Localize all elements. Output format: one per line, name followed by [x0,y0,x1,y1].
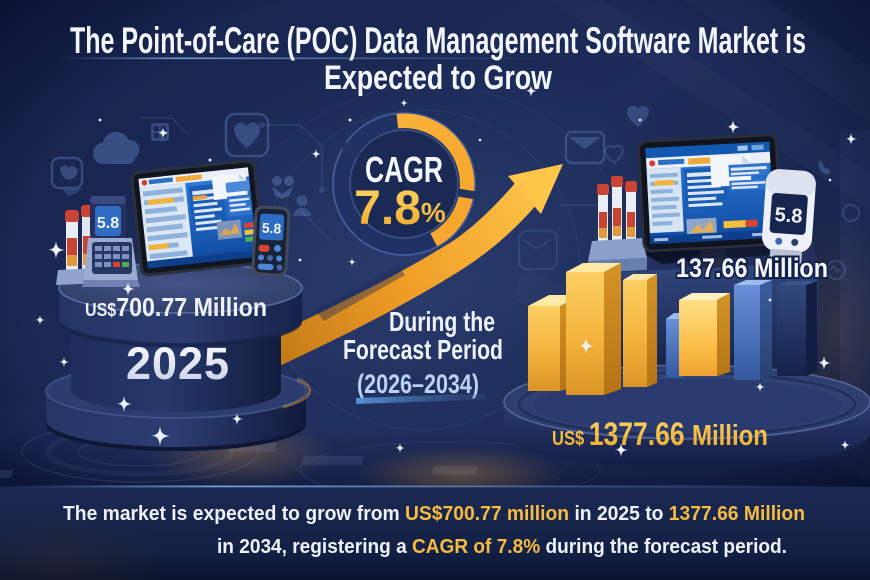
svg-text:7.8%: 7.8% [354,182,446,235]
svg-text:Forecast Period: Forecast Period [343,334,503,365]
svg-text:US$ 1377.66 Million: US$ 1377.66 Million [552,416,768,452]
svg-text:The market is expected to grow: The market is expected to grow from US$7… [63,503,805,525]
svg-text:5.8: 5.8 [97,215,119,232]
svg-text:Expected to Grow: Expected to Grow [324,59,552,97]
svg-text:CAGR: CAGR [365,149,443,190]
svg-text:2025: 2025 [126,338,230,389]
svg-text:in 2034, registering a CAGR of: in 2034, registering a CAGR of 7.8% duri… [217,536,787,558]
svg-text:(2026–2034): (2026–2034) [357,369,479,399]
svg-text:137.66 Million: 137.66 Million [676,253,828,283]
svg-text:During the: During the [389,306,495,337]
svg-text:US$700.77 Million: US$700.77 Million [85,292,267,322]
svg-text:5.8: 5.8 [774,204,803,228]
svg-text:The Point-of-Care (POC) Data M: The Point-of-Care (POC) Data Management … [70,20,806,61]
svg-text:5.8: 5.8 [261,220,281,237]
